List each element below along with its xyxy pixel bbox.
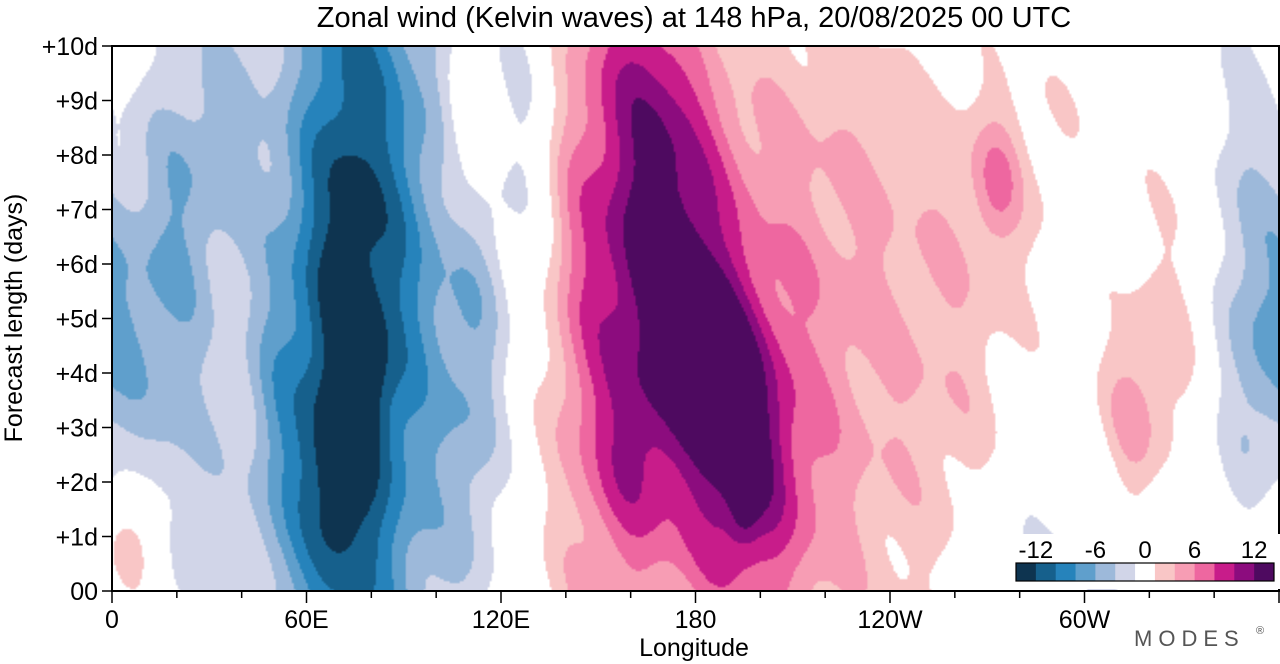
colorbar-swatch — [1035, 563, 1057, 581]
y-tick-label: +8d — [56, 142, 98, 170]
logo-text: MODES — [1134, 626, 1245, 651]
colorbar-swatch — [1075, 563, 1096, 581]
y-tick-label: 00 — [70, 578, 98, 606]
colorbar-swatch — [1234, 563, 1255, 581]
colorbar-frame — [1015, 562, 1275, 582]
y-tick-label: +9d — [56, 88, 98, 116]
colorbar-tick-label: -12 — [1019, 537, 1054, 564]
y-tick-label: +4d — [56, 360, 98, 388]
x-tick-label: 120W — [857, 606, 923, 634]
x-tick-label: 60E — [284, 606, 328, 634]
x-tick-label: 60W — [1059, 606, 1111, 634]
y-axis: 00 +1d +2d +3d +4d +5d +6d +7d +8d +9d +10d — [42, 33, 112, 606]
chart-title: Zonal wind (Kelvin waves) at 148 hPa, 20… — [317, 2, 1071, 34]
colorbar-swatch — [1154, 563, 1176, 581]
colorbar-swatch — [1214, 563, 1235, 581]
colorbar-swatch — [1174, 563, 1196, 581]
colorbar: -12 -6 0 6 12 — [1002, 534, 1280, 589]
colorbar-tick-label: -6 — [1085, 537, 1106, 564]
plot-area — [111, 45, 1280, 592]
y-tick-label: +6d — [56, 251, 98, 279]
y-tick-label: +1d — [56, 524, 98, 552]
colorbar-swatch — [1095, 563, 1116, 581]
colorbar-swatch — [1254, 563, 1275, 581]
y-axis-title: Forecast length (days) — [0, 194, 28, 443]
x-tick-label: 180 — [675, 606, 717, 634]
colorbar-tick-label: 6 — [1188, 537, 1201, 564]
y-tick-label: +10d — [42, 33, 98, 61]
colorbar-swatch — [1194, 563, 1215, 581]
colorbar-swatch — [1055, 563, 1077, 581]
contour-field — [112, 46, 1279, 591]
colorbar-tick-label: 0 — [1138, 537, 1151, 564]
colorbar-swatch — [1016, 563, 1037, 581]
colorbar-tick-label: 12 — [1241, 537, 1268, 564]
x-axis-title: Longitude — [639, 634, 749, 662]
modes-logo: MODES ® — [1134, 625, 1264, 651]
y-tick-label: +2d — [56, 469, 98, 497]
y-tick-label: +3d — [56, 415, 98, 443]
colorbar-swatches — [1015, 562, 1275, 582]
x-tick-label: 120E — [472, 606, 530, 634]
y-tick-label: +7d — [56, 197, 98, 225]
colorbar-swatch — [1135, 563, 1156, 581]
colorbar-labels: -12 -6 0 6 12 — [1019, 537, 1268, 564]
x-axis: 0 60E 120E 180 120W 60W — [105, 591, 1280, 634]
colorbar-swatch — [1115, 563, 1136, 581]
y-tick-label: +5d — [56, 306, 98, 334]
logo-registered-mark: ® — [1256, 625, 1264, 637]
x-tick-label: 0 — [105, 606, 119, 634]
